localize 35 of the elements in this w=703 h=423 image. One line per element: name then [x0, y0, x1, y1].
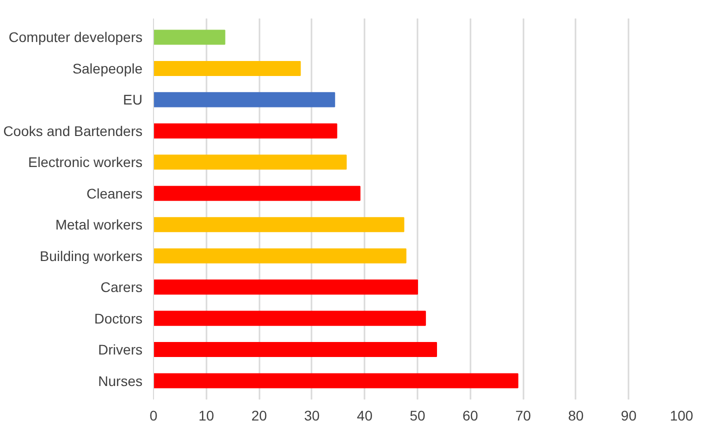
y-tick-label: Carers [100, 279, 143, 296]
bar [154, 30, 226, 45]
bar [154, 217, 404, 232]
bar [154, 310, 426, 326]
y-tick-label: Metal workers [55, 216, 143, 233]
y-tick-label: EU [123, 92, 143, 108]
x-tick-label: 90 [620, 408, 637, 423]
x-tick-label: 0 [150, 408, 158, 423]
y-tick-label: Building workers [40, 248, 143, 264]
y-tick-label: Cleaners [86, 185, 143, 202]
y-tick-label: Electronic workers [28, 154, 143, 170]
y-tick-label: Computer developers [8, 29, 143, 46]
bar [154, 92, 336, 108]
bar [154, 248, 406, 264]
x-tick-label: 100 [670, 408, 694, 423]
bar [154, 154, 347, 170]
x-tick-label: 60 [462, 408, 478, 423]
x-tick-label: 70 [515, 408, 532, 423]
y-tick-label: Nurses [98, 372, 143, 389]
y-tick-label: Cooks and Bartenders [3, 122, 143, 139]
bar [154, 186, 360, 201]
bar [154, 280, 418, 295]
y-tick-label: Salepeople [72, 60, 143, 76]
x-tick-label: 40 [356, 408, 373, 423]
x-tick-label: 10 [198, 408, 214, 423]
bar [154, 60, 301, 76]
y-tick-label: Drivers [98, 342, 143, 358]
bar [154, 123, 338, 138]
x-tick-label: 50 [410, 408, 426, 423]
bar [154, 342, 438, 358]
x-tick-label: 30 [304, 408, 320, 423]
x-tick-label: 20 [251, 408, 268, 423]
x-tick-label: 80 [568, 408, 584, 423]
y-tick-label: Doctors [94, 310, 142, 326]
bar [154, 373, 518, 388]
